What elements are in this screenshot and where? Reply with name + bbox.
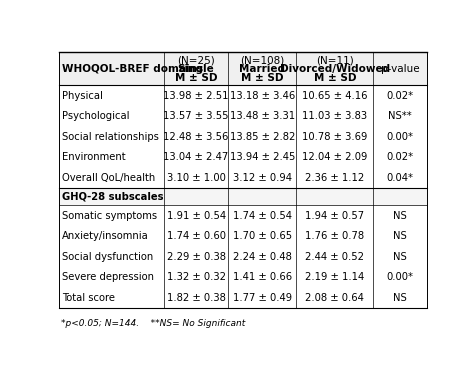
Text: Somatic symptoms: Somatic symptoms — [62, 211, 157, 221]
Text: NS: NS — [393, 293, 407, 303]
Text: 1.94 ± 0.57: 1.94 ± 0.57 — [305, 211, 365, 221]
Text: 0.02*: 0.02* — [386, 91, 413, 101]
Text: 2.29 ± 0.38: 2.29 ± 0.38 — [166, 252, 226, 262]
Text: 0.02*: 0.02* — [386, 152, 413, 162]
Text: Divorced/Widowed: Divorced/Widowed — [280, 64, 390, 74]
Text: 1.32 ± 0.32: 1.32 ± 0.32 — [166, 272, 226, 282]
Text: Total score: Total score — [62, 293, 115, 303]
Text: 1.77 ± 0.49: 1.77 ± 0.49 — [233, 293, 292, 303]
Text: 12.48 ± 3.56: 12.48 ± 3.56 — [164, 132, 229, 142]
Text: NS**: NS** — [388, 111, 412, 121]
Text: 13.04 ± 2.47: 13.04 ± 2.47 — [164, 152, 229, 162]
Text: 11.03 ± 3.83: 11.03 ± 3.83 — [302, 111, 367, 121]
Text: (N=11): (N=11) — [316, 55, 354, 65]
Text: 3.12 ± 0.94: 3.12 ± 0.94 — [233, 173, 292, 183]
Text: 13.94 ± 2.45: 13.94 ± 2.45 — [229, 152, 295, 162]
Text: 2.08 ± 0.64: 2.08 ± 0.64 — [305, 293, 364, 303]
Text: 13.48 ± 3.31: 13.48 ± 3.31 — [229, 111, 295, 121]
Text: Single: Single — [178, 64, 214, 74]
Text: M ± SD: M ± SD — [313, 73, 356, 82]
Text: M ± SD: M ± SD — [175, 73, 218, 82]
Text: 1.74 ± 0.60: 1.74 ± 0.60 — [166, 231, 226, 241]
Text: 0.04*: 0.04* — [386, 173, 413, 183]
Text: NS: NS — [393, 211, 407, 221]
Text: p-value: p-value — [381, 64, 419, 74]
Text: 12.04 ± 2.09: 12.04 ± 2.09 — [302, 152, 367, 162]
Text: 13.18 ± 3.46: 13.18 ± 3.46 — [229, 91, 295, 101]
Text: WHOQOL-BREF domains: WHOQOL-BREF domains — [62, 64, 203, 74]
Text: 3.10 ± 1.00: 3.10 ± 1.00 — [167, 173, 226, 183]
Text: 13.98 ± 2.51: 13.98 ± 2.51 — [164, 91, 229, 101]
Text: 0.00*: 0.00* — [386, 272, 413, 282]
Text: Social dysfunction: Social dysfunction — [62, 252, 154, 262]
Text: 2.24 ± 0.48: 2.24 ± 0.48 — [233, 252, 292, 262]
Text: M ± SD: M ± SD — [241, 73, 283, 82]
Text: *p<0.05; N=144.    **NS= No Significant: *p<0.05; N=144. **NS= No Significant — [61, 319, 246, 328]
Text: Anxiety/insomnia: Anxiety/insomnia — [62, 231, 149, 241]
Text: NS: NS — [393, 231, 407, 241]
Text: Psychological: Psychological — [62, 111, 130, 121]
Text: Overall QoL/health: Overall QoL/health — [62, 173, 155, 183]
Text: 1.91 ± 0.54: 1.91 ± 0.54 — [166, 211, 226, 221]
Text: 2.44 ± 0.52: 2.44 ± 0.52 — [305, 252, 364, 262]
Text: 13.85 ± 2.82: 13.85 ± 2.82 — [229, 132, 295, 142]
Text: (N=25): (N=25) — [177, 55, 215, 65]
Text: Social relationships: Social relationships — [62, 132, 159, 142]
Text: Environment: Environment — [62, 152, 126, 162]
Text: 1.70 ± 0.65: 1.70 ± 0.65 — [233, 231, 292, 241]
Text: 1.41 ± 0.66: 1.41 ± 0.66 — [233, 272, 292, 282]
Text: 1.74 ± 0.54: 1.74 ± 0.54 — [233, 211, 292, 221]
Text: Physical: Physical — [62, 91, 103, 101]
Text: 2.19 ± 1.14: 2.19 ± 1.14 — [305, 272, 365, 282]
Text: (N=108): (N=108) — [240, 55, 284, 65]
Text: Married: Married — [239, 64, 285, 74]
Text: 13.57 ± 3.55: 13.57 ± 3.55 — [164, 111, 229, 121]
Text: GHQ-28 subscales: GHQ-28 subscales — [62, 192, 164, 202]
Text: 1.82 ± 0.38: 1.82 ± 0.38 — [167, 293, 226, 303]
Text: 10.78 ± 3.69: 10.78 ± 3.69 — [302, 132, 367, 142]
Text: NS: NS — [393, 252, 407, 262]
Bar — [59, 188, 427, 205]
Text: 10.65 ± 4.16: 10.65 ± 4.16 — [302, 91, 367, 101]
Text: 1.76 ± 0.78: 1.76 ± 0.78 — [305, 231, 365, 241]
Text: 0.00*: 0.00* — [386, 132, 413, 142]
Text: Severe depression: Severe depression — [62, 272, 154, 282]
Text: 2.36 ± 1.12: 2.36 ± 1.12 — [305, 173, 365, 183]
